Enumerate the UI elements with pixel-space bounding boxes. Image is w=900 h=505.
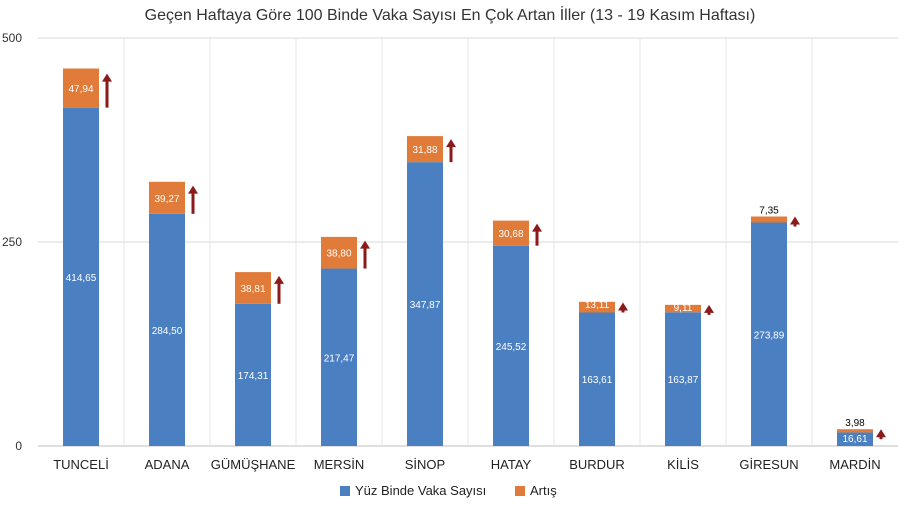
y-tick-label: 250	[2, 235, 22, 249]
legend-label: Yüz Binde Vaka Sayısı	[355, 483, 486, 498]
increase-arrow-icon	[618, 302, 628, 313]
bar-increase	[579, 301, 615, 313]
data-label-increase: 30,68	[498, 229, 523, 240]
bar-increase	[665, 304, 701, 313]
bar-base	[149, 213, 185, 446]
data-label-base: 245,52	[496, 342, 527, 353]
increase-arrow-icon	[274, 275, 284, 304]
increase-arrow-icon	[188, 185, 198, 214]
data-label-base: 217,47	[324, 353, 355, 364]
data-label-increase: 3,98	[845, 418, 865, 429]
data-label-base: 174,31	[238, 371, 269, 382]
data-label-increase: 47,94	[68, 84, 93, 95]
bar-increase	[63, 68, 99, 108]
x-tick-label: BURDUR	[569, 457, 625, 472]
data-label-increase: 7,35	[759, 206, 779, 217]
increase-arrow-icon	[446, 139, 456, 163]
data-label-increase: 9,11	[674, 303, 693, 314]
y-tick-label: 500	[2, 31, 22, 45]
x-tick-label: HATAY	[491, 457, 532, 472]
legend-item: Artış	[515, 483, 557, 498]
bar-increase	[493, 220, 529, 246]
bar-base	[321, 268, 357, 446]
chart-title: Geçen Haftaya Göre 100 Binde Vaka Sayısı…	[145, 5, 756, 24]
legend-item: Yüz Binde Vaka Sayısı	[340, 483, 486, 498]
x-tick-label: MERSİN	[314, 457, 365, 472]
data-label-increase: 31,88	[412, 145, 437, 156]
bar-base	[579, 312, 615, 446]
bar-base	[665, 312, 701, 446]
increase-arrow-icon	[704, 304, 714, 315]
x-tick-label: SİNOP	[405, 457, 445, 472]
bar-increase	[751, 216, 787, 223]
bar-base	[493, 245, 529, 446]
increase-arrow-icon	[360, 240, 370, 269]
data-label-increase: 38,81	[240, 284, 265, 295]
bar-base	[63, 107, 99, 446]
increase-arrow-icon	[532, 223, 542, 246]
bar-base	[837, 432, 873, 446]
legend-swatch	[340, 486, 350, 496]
data-label-base: 273,89	[754, 330, 785, 341]
bar-base	[235, 303, 271, 446]
bar-increase	[235, 272, 271, 304]
x-tick-label: MARDİN	[829, 457, 880, 472]
increase-arrow-icon	[790, 216, 800, 227]
data-label-base: 284,50	[152, 326, 183, 337]
data-label-base: 163,87	[668, 375, 699, 386]
data-label-base: 347,87	[410, 300, 441, 311]
x-tick-label: GÜMÜŞHANE	[211, 457, 296, 472]
bar-increase	[407, 136, 443, 163]
x-tick-label: ADANA	[145, 457, 190, 472]
bar-increase	[321, 236, 357, 269]
data-label-base: 163,61	[582, 375, 613, 386]
data-label-increase: 39,27	[154, 194, 179, 205]
data-label-increase: 38,80	[326, 249, 351, 260]
data-label-base: 414,65	[66, 273, 97, 284]
data-label-base: 16,61	[842, 434, 867, 445]
y-tick-label: 0	[15, 439, 22, 453]
x-tick-label: TUNCELİ	[53, 457, 109, 472]
increase-arrow-icon	[876, 429, 886, 440]
bar-base	[407, 162, 443, 447]
bar-increase	[837, 429, 873, 433]
data-label-increase: 13,11	[585, 300, 610, 311]
legend-label: Artış	[530, 483, 557, 498]
bar-base	[751, 222, 787, 446]
bar-increase	[149, 181, 185, 214]
increase-arrow-icon	[102, 73, 112, 108]
legend-swatch	[515, 486, 525, 496]
x-tick-label: GİRESUN	[739, 457, 798, 472]
x-tick-label: KİLİS	[667, 457, 699, 472]
